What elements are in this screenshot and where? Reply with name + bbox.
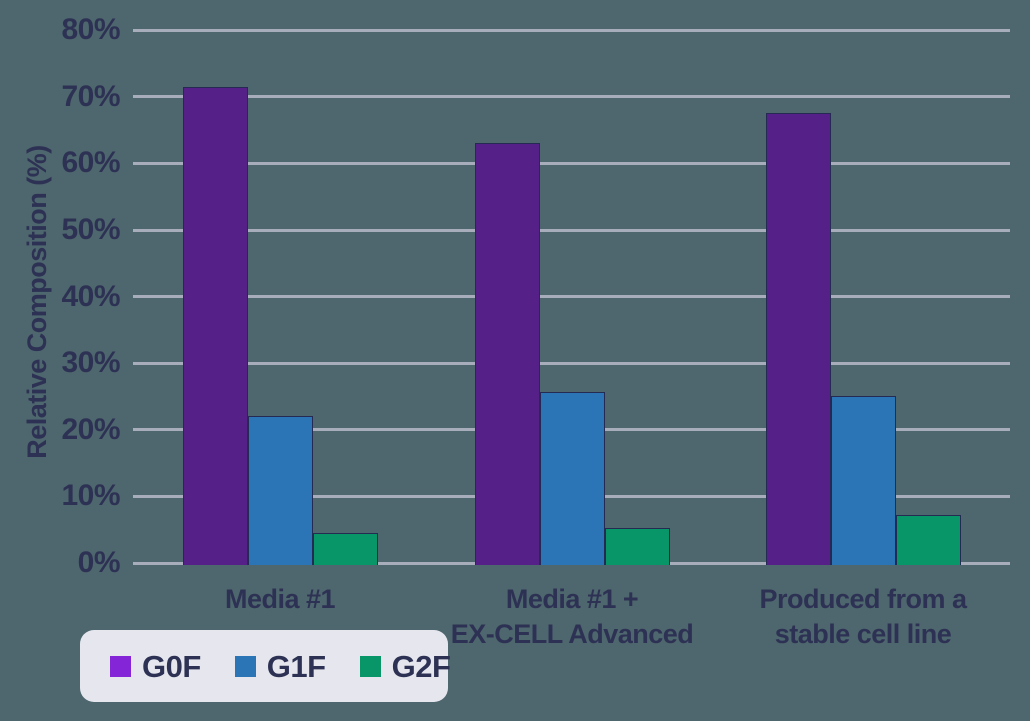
y-tick-label-70%: 70% (61, 79, 120, 113)
category-label-media-1-ex-cell-advanced: Media #1 + EX-CELL Advanced (450, 584, 694, 649)
gridline-70% (133, 95, 1010, 99)
g2f-swatch-icon (359, 655, 381, 677)
gridline-60% (133, 161, 1010, 165)
legend-item-g1f: G1F (234, 648, 326, 684)
category-label-media-1: Media #1 (224, 584, 336, 614)
y-tick-label-60%: 60% (61, 146, 120, 180)
legend-item-g2f: G2F (359, 648, 451, 684)
y-tick-label-40%: 40% (61, 279, 120, 313)
gridline-30% (133, 361, 1010, 365)
g0f-swatch-icon (110, 655, 131, 677)
y-tick-label-10%: 10% (61, 479, 120, 513)
gridline-50% (133, 228, 1010, 232)
bar-g0f-group-1 (183, 86, 248, 565)
legend: G0F G1F G2F (80, 630, 451, 702)
y-tick-label-20%: 20% (61, 412, 120, 446)
y-tick-label-50%: 50% (61, 213, 120, 246)
bar-g2f-group-3 (896, 515, 961, 565)
y-tick-label-30%: 30% (61, 346, 120, 380)
category-label-stable-cell-line: Produced from a stable cell line (759, 584, 967, 649)
bar-g1f-group-3 (831, 395, 896, 565)
legend-item-g0f: G0F (110, 651, 201, 682)
gridline-40% (133, 295, 1010, 299)
y-tick-label-0%: 0% (77, 546, 121, 579)
legend-label-g2f: G2F (391, 648, 451, 684)
g1f-swatch-icon (234, 655, 256, 677)
bar-g1f-group-1 (248, 415, 313, 565)
y-tick-label-80%: 80% (61, 13, 120, 47)
bar-g1f-group-2 (540, 391, 605, 565)
bar-g2f-group-2 (605, 528, 670, 565)
bar-g0f-group-2 (475, 143, 540, 565)
legend-label-g0f: G0F (142, 648, 201, 684)
bar-g2f-group-1 (313, 533, 378, 565)
bar-g0f-group-3 (766, 112, 831, 565)
gridline-80% (133, 28, 1010, 32)
legend-label-g1f: G1F (266, 648, 326, 684)
